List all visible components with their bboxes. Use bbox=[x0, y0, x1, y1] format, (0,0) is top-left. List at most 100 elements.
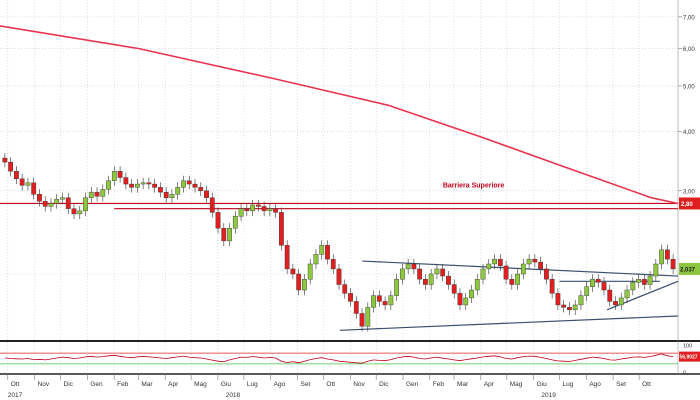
candle-body bbox=[284, 245, 290, 270]
candle bbox=[405, 258, 411, 275]
month-label: Ago bbox=[589, 381, 601, 388]
candle bbox=[388, 290, 394, 311]
candle-body bbox=[365, 307, 371, 327]
candle-body bbox=[290, 268, 296, 275]
candle-body bbox=[198, 187, 204, 191]
candle bbox=[417, 263, 423, 285]
candle-body bbox=[613, 301, 618, 306]
candle bbox=[503, 260, 509, 285]
candle bbox=[670, 254, 676, 275]
candle-body bbox=[267, 208, 273, 212]
last-price-box bbox=[679, 262, 700, 275]
candle bbox=[319, 240, 325, 260]
candle bbox=[169, 189, 175, 203]
month-label: Lug bbox=[247, 381, 258, 388]
candle-body bbox=[83, 197, 88, 212]
month-label: Set bbox=[300, 381, 310, 388]
candle bbox=[261, 201, 267, 217]
month-label: Dic bbox=[64, 381, 74, 388]
candle-body bbox=[469, 289, 474, 299]
candle-body bbox=[653, 263, 659, 277]
candle bbox=[399, 263, 405, 285]
candle-body bbox=[532, 258, 538, 263]
candle-body bbox=[209, 197, 215, 213]
candle bbox=[14, 166, 19, 185]
candle bbox=[555, 288, 561, 311]
candle-body bbox=[123, 177, 129, 185]
candle-body bbox=[480, 268, 486, 280]
candle bbox=[538, 256, 544, 275]
candle-body bbox=[382, 301, 388, 306]
candle-body bbox=[158, 187, 163, 193]
candle bbox=[647, 270, 653, 290]
candle bbox=[549, 274, 555, 299]
candle bbox=[106, 175, 111, 195]
annotation-barriera-superiore: Barriera Superiore bbox=[443, 182, 505, 189]
month-label: Mag bbox=[510, 381, 523, 388]
month-label: Dic bbox=[379, 381, 389, 388]
candle-body bbox=[567, 307, 572, 310]
candle bbox=[88, 187, 94, 203]
candle-body bbox=[423, 278, 428, 285]
candle-body bbox=[14, 171, 19, 180]
candle-body bbox=[376, 295, 382, 302]
year-label: 2017 bbox=[8, 392, 23, 399]
candle-body bbox=[319, 245, 325, 255]
candle bbox=[330, 254, 336, 275]
candle-body bbox=[227, 227, 232, 242]
candle bbox=[474, 274, 480, 296]
candle bbox=[83, 192, 88, 217]
candle bbox=[244, 203, 250, 217]
month-label: Apr bbox=[484, 381, 495, 388]
candle bbox=[54, 194, 60, 209]
month-label: Nov bbox=[353, 381, 365, 388]
candle bbox=[382, 296, 388, 311]
oscillator-value-box bbox=[679, 351, 700, 362]
candle bbox=[428, 268, 434, 290]
candle-body bbox=[31, 182, 37, 195]
month-label: Set bbox=[616, 381, 626, 388]
candle bbox=[636, 274, 641, 288]
candle bbox=[146, 177, 152, 190]
candle-body bbox=[618, 297, 624, 306]
candle bbox=[181, 175, 186, 193]
candle-body bbox=[325, 245, 330, 260]
candle-body bbox=[204, 190, 209, 198]
month-label: Mar bbox=[141, 381, 153, 388]
candle bbox=[42, 196, 48, 212]
candle-body bbox=[584, 286, 590, 296]
month-label: Feb bbox=[433, 381, 445, 388]
candle-body bbox=[353, 301, 359, 314]
candle bbox=[601, 277, 607, 296]
candle-body bbox=[42, 201, 48, 207]
oscillator-tick-label: 0 bbox=[683, 371, 686, 377]
candle bbox=[221, 223, 227, 247]
candle bbox=[94, 187, 100, 202]
candle-body bbox=[2, 157, 8, 163]
candle bbox=[25, 177, 31, 191]
candle-body bbox=[578, 295, 584, 306]
candle-body bbox=[417, 268, 423, 280]
candle bbox=[290, 263, 296, 280]
candle-body bbox=[630, 282, 636, 291]
candle-body bbox=[434, 268, 440, 275]
price-tick-label: 7,00 bbox=[683, 15, 695, 21]
candle bbox=[532, 254, 538, 268]
candle-body bbox=[88, 191, 94, 198]
candle-body bbox=[48, 203, 54, 207]
candle bbox=[526, 254, 532, 270]
candle-body bbox=[221, 227, 227, 242]
candle bbox=[578, 290, 584, 311]
candle bbox=[284, 240, 290, 275]
candle bbox=[238, 203, 244, 222]
candle-body bbox=[37, 194, 42, 202]
price-tick-label: 6,00 bbox=[683, 47, 695, 53]
candle bbox=[336, 263, 342, 290]
candle-body bbox=[296, 273, 302, 291]
candle-body bbox=[590, 278, 595, 287]
candle-body bbox=[607, 289, 613, 302]
candle bbox=[561, 299, 567, 313]
candle bbox=[129, 178, 135, 193]
candle-body bbox=[186, 180, 192, 185]
candle bbox=[313, 249, 319, 270]
